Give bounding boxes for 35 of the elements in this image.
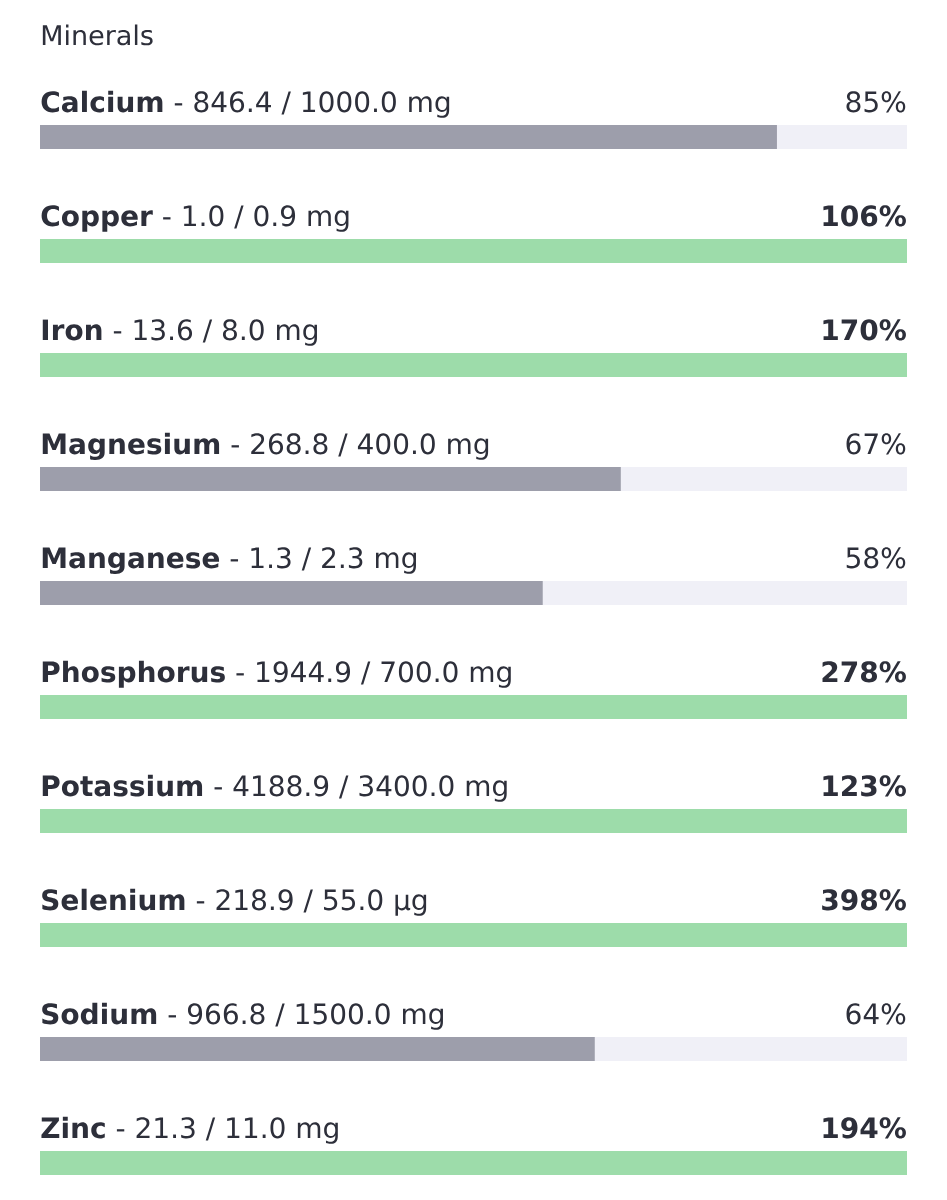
y-tick-label: Magnesium - 268.8 / 400.0 mg (42, 432, 489, 461)
bar (40, 1150, 907, 1175)
bar (40, 125, 777, 150)
bar (40, 1037, 595, 1061)
bar (40, 467, 621, 491)
annotation: 58% (846, 547, 906, 569)
bar (594, 1037, 907, 1061)
y-tick-label: Phosphorus - 1944.9 / 700.0 mg (42, 660, 511, 688)
y-tick-label: Iron - 13.6 / 8.0 mg (42, 319, 317, 346)
y-tick-label: Copper - 1.0 / 0.9 mg (41, 205, 349, 232)
bar (620, 467, 907, 491)
y-tick-label: Manganese - 1.3 / 2.3 mg (42, 547, 416, 575)
bar (40, 581, 543, 605)
chart-title: Minerals (42, 24, 153, 46)
annotation: 123% (823, 775, 906, 797)
y-tick-label: Potassium - 4188.9 / 3400.0 mg (42, 774, 507, 802)
annotation: 106% (823, 205, 906, 227)
bar (776, 125, 907, 150)
y-tick-label: Zinc - 21.3 / 11.0 mg (41, 1116, 338, 1144)
bar (542, 581, 907, 605)
annotation: 278% (822, 661, 906, 683)
bar (40, 923, 907, 947)
annotation: 398% (822, 889, 906, 911)
y-tick-label: Sodium - 966.8 / 1500.0 mg (42, 1002, 443, 1030)
bar (40, 809, 907, 833)
bar (40, 353, 907, 377)
annotation: 170% (823, 319, 906, 341)
bar (40, 239, 907, 264)
annotation: 67% (846, 433, 906, 455)
bar (40, 695, 907, 719)
annotation: 64% (846, 1003, 906, 1025)
y-tick-label: Selenium - 218.9 / 55.0 µg (42, 888, 427, 916)
y-tick-label: Calcium - 846.4 / 1000.0 mg (41, 90, 450, 118)
annotation: 85% (846, 91, 906, 113)
annotation: 194% (823, 1117, 906, 1139)
